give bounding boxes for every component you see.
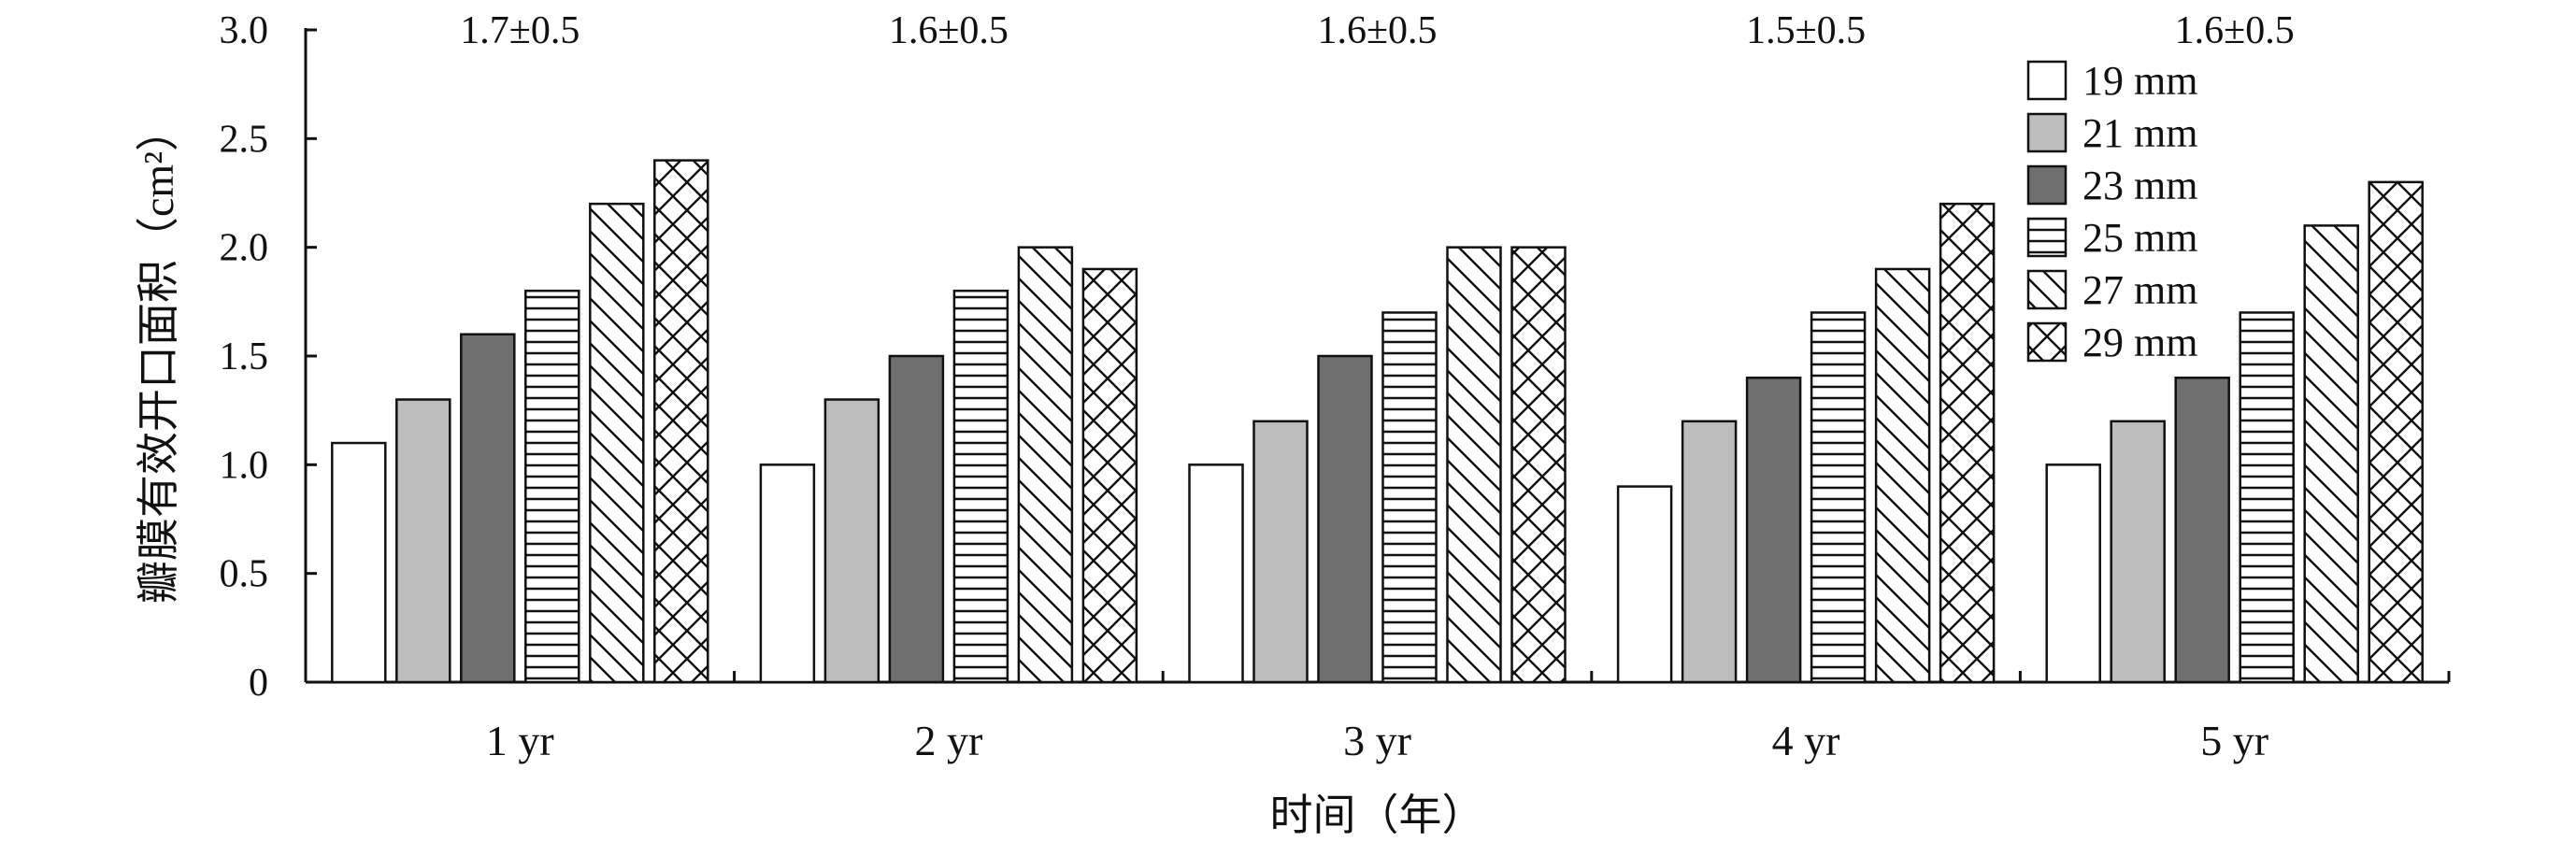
- legend-label: 29 mm: [2082, 320, 2197, 365]
- legend: 19 mm 21 mm 23 mm 25 mm 27 mm 29 mm: [2026, 58, 2197, 365]
- bar: [823, 398, 880, 684]
- bar: [589, 202, 645, 684]
- y-tick-label: 2.5: [220, 118, 269, 161]
- legend-label: 21 mm: [2082, 110, 2197, 156]
- bar: [2303, 224, 2359, 684]
- legend-swatch: [2026, 269, 2068, 310]
- bar: [1381, 311, 1438, 684]
- bar: [1939, 202, 1996, 684]
- group-annotation: 1.6±0.5: [2175, 9, 2295, 52]
- x-category-label: 3 yr: [1343, 717, 1411, 764]
- bar: [395, 398, 451, 684]
- bar: [1446, 246, 1502, 684]
- bar: [1681, 420, 1738, 684]
- group-annotation: 1.7±0.5: [460, 9, 580, 52]
- bar: [524, 289, 580, 684]
- x-axis-title: 时间（年）: [1270, 791, 1485, 839]
- x-category-label: 2 yr: [914, 717, 982, 764]
- bar: [1616, 485, 1673, 684]
- bar: [1810, 311, 1867, 684]
- x-category-label: 5 yr: [2200, 717, 2268, 764]
- y-tick-label: 2.0: [220, 227, 269, 270]
- bar: [1252, 420, 1309, 684]
- legend-label: 25 mm: [2082, 215, 2197, 261]
- y-axis-title: 瓣膜有效开口面积（cm²）: [135, 108, 182, 604]
- bar: [1317, 354, 1373, 684]
- legend-label: 23 mm: [2082, 163, 2197, 208]
- bar: [759, 463, 816, 684]
- legend-swatch: [2026, 112, 2068, 153]
- bar: [1017, 246, 1074, 684]
- bar: [1081, 267, 1138, 684]
- x-category-label: 1 yr: [486, 717, 554, 764]
- labels: 0 0.5 1.0 1.5 2.0 2.5 3.0 1 yr 1.7±0.5 2 yr 1.6±0.…: [135, 9, 2295, 839]
- bar: [952, 289, 1009, 684]
- legend-swatch: [2026, 164, 2068, 206]
- bar: [2045, 463, 2101, 684]
- bar: [460, 333, 516, 684]
- legend-swatch: [2026, 321, 2068, 363]
- bars: [331, 159, 2424, 684]
- bar: [2110, 420, 2166, 684]
- bar: [2368, 180, 2424, 684]
- bar: [331, 441, 387, 684]
- bar: [1745, 377, 1802, 684]
- bar: [888, 354, 945, 684]
- legend-swatch: [2026, 217, 2068, 258]
- y-tick-label: 0.5: [220, 553, 269, 596]
- bar: [1874, 267, 1931, 684]
- y-tick-label: 1.5: [220, 335, 269, 378]
- x-category-label: 4 yr: [1772, 717, 1840, 764]
- legend-label: 19 mm: [2082, 58, 2197, 104]
- y-tick-label: 3.0: [220, 9, 269, 52]
- y-tick-label: 1.0: [220, 444, 269, 487]
- group-annotation: 1.6±0.5: [1317, 9, 1437, 52]
- group-annotation: 1.6±0.5: [889, 9, 1009, 52]
- y-tick-label: 0: [249, 662, 268, 705]
- bar: [1188, 463, 1244, 684]
- legend-label: 27 mm: [2082, 267, 2197, 313]
- bar: [653, 159, 709, 684]
- legend-swatch: [2026, 60, 2068, 101]
- bar: [1510, 246, 1567, 684]
- bar: [2239, 311, 2295, 684]
- group-annotation: 1.5±0.5: [1746, 9, 1866, 52]
- bar: [2174, 377, 2230, 684]
